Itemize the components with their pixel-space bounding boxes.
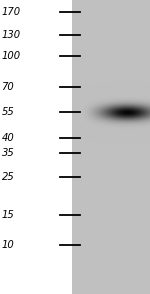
Text: 15: 15 [2, 210, 14, 220]
Text: 130: 130 [2, 30, 21, 40]
Text: 100: 100 [2, 51, 21, 61]
Text: 170: 170 [2, 7, 21, 17]
Text: 70: 70 [2, 82, 14, 92]
Bar [0, 0, 72, 294]
Text: 55: 55 [2, 107, 14, 117]
Text: 35: 35 [2, 148, 14, 158]
Text: 10: 10 [2, 240, 14, 250]
Text: 40: 40 [2, 133, 14, 143]
Text: 25: 25 [2, 172, 14, 182]
